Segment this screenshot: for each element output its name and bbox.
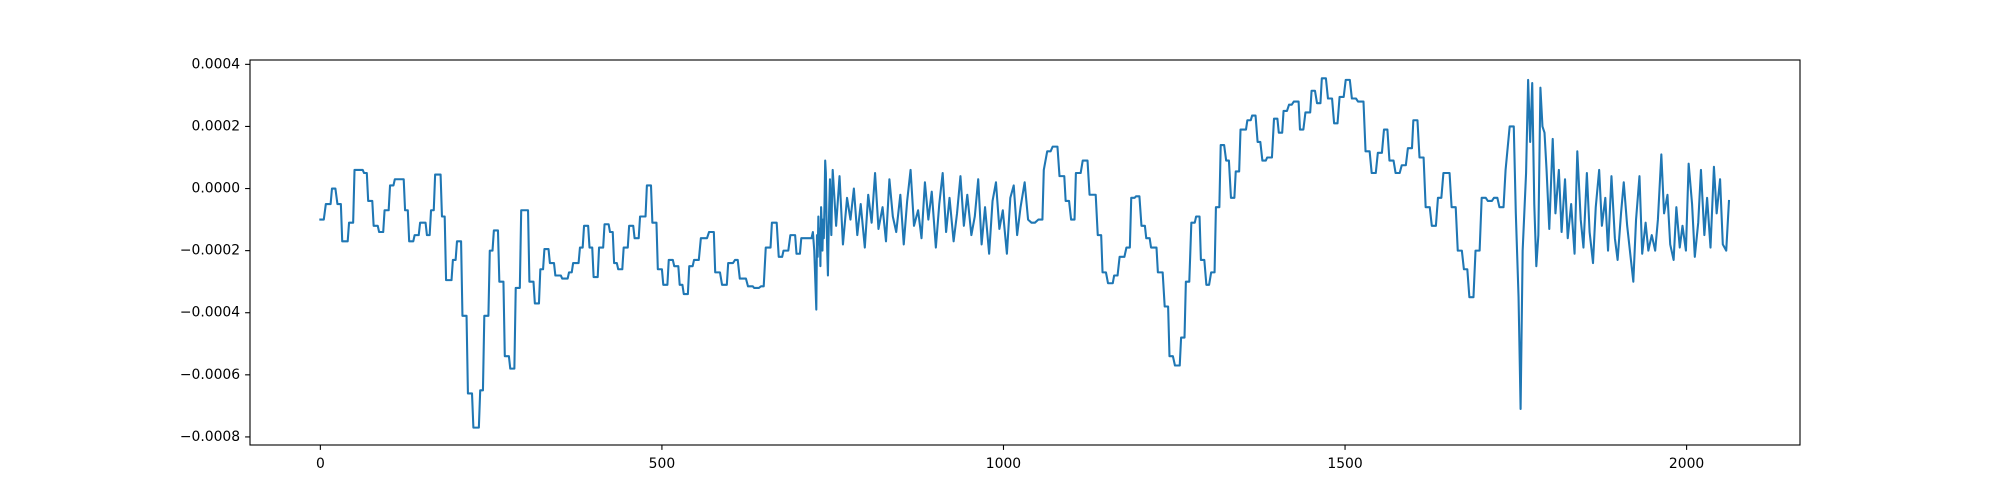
x-tick-label: 0 [316,456,325,472]
plot-area [319,77,1731,429]
y-tick-label: 0.0002 [191,118,240,134]
y-tick-label: −0.0006 [180,367,240,383]
x-tick-label: 1500 [1327,456,1362,472]
x-tick-label: 500 [649,456,676,472]
axes-frame [249,59,1801,446]
x-tick-label: 1000 [986,456,1021,472]
y-tick-label: 0.0004 [191,56,240,72]
y-tick-label: −0.0008 [180,429,240,445]
y-tick-label: −0.0004 [180,305,240,321]
y-tick-label: −0.0002 [180,243,240,259]
x-tick-label: 2000 [1669,456,1704,472]
y-tick-label: 0.0000 [191,181,240,197]
data-line [319,77,1731,429]
